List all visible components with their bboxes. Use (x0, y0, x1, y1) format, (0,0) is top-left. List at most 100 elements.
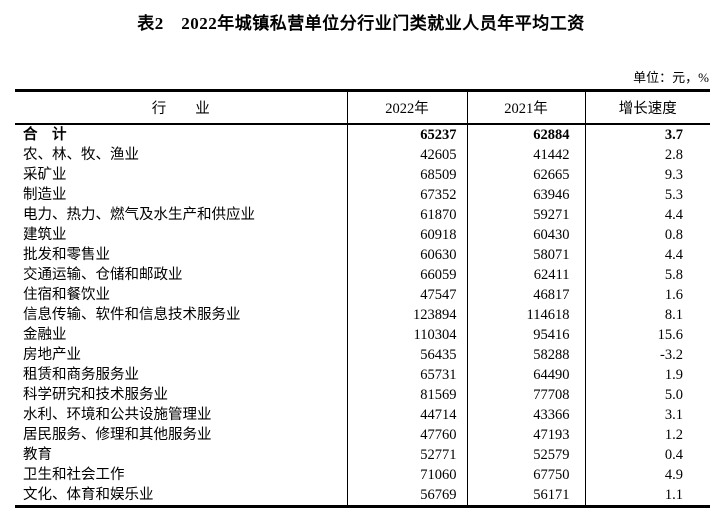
value-2021-cell: 77708 (467, 385, 586, 405)
value-2021-cell: 58071 (467, 245, 586, 265)
growth-cell: 5.8 (664, 267, 683, 283)
value-2022-cell: 66059 (347, 265, 468, 285)
value-2021-cell: 46817 (467, 285, 586, 305)
industry-cell: 建筑业 (15, 225, 348, 245)
table-row: 电力、热力、燃气及水生产和供应业 61870 59271 4.4 (15, 205, 710, 225)
industry-cell: 信息传输、软件和信息技术服务业 (15, 305, 348, 325)
growth-cell: -3.2 (660, 347, 683, 363)
value-2022-cell: 42605 (347, 145, 468, 165)
industry-cell: 文化、体育和娱乐业 (15, 485, 348, 507)
value-2021-cell: 58288 (467, 345, 586, 365)
value-2022-cell: 44714 (347, 405, 468, 425)
value-2022-cell: 110304 (347, 325, 468, 345)
growth-cell: 3.7 (664, 127, 683, 143)
table-row: 科学研究和技术服务业 81569 77708 5.0 (15, 385, 710, 405)
value-2022-cell: 65731 (347, 365, 468, 385)
table-row: 交通运输、仓储和邮政业 66059 62411 5.8 (15, 265, 710, 285)
value-2021-cell: 43366 (467, 405, 586, 425)
value-2022-cell: 65237 (347, 124, 468, 145)
table-row: 制造业 67352 63946 5.3 (15, 185, 710, 205)
table-row: 农、林、牧、渔业 42605 41442 2.8 (15, 145, 710, 165)
value-2022-cell: 68509 (347, 165, 468, 185)
growth-cell: 1.1 (664, 487, 683, 503)
industry-cell: 科学研究和技术服务业 (15, 385, 348, 405)
industry-cell: 农、林、牧、渔业 (15, 145, 348, 165)
growth-cell: 5.3 (664, 187, 683, 203)
growth-cell: 1.2 (664, 427, 683, 443)
value-2022-cell: 52771 (347, 445, 468, 465)
value-2022-cell: 60630 (347, 245, 468, 265)
table-row: 建筑业 60918 60430 0.8 (15, 225, 710, 245)
value-2022-cell: 56769 (347, 485, 468, 507)
growth-cell: 4.9 (664, 467, 683, 483)
growth-cell: 2.8 (664, 147, 683, 163)
growth-cell: 5.0 (664, 387, 683, 403)
industry-cell: 卫生和社会工作 (15, 465, 348, 485)
table-row: 水利、环境和公共设施管理业 44714 43366 3.1 (15, 405, 710, 425)
value-2021-cell: 60430 (467, 225, 586, 245)
industry-cell: 房地产业 (15, 345, 348, 365)
growth-cell: 3.1 (664, 407, 683, 423)
table-row: 文化、体育和娱乐业 56769 56171 1.1 (15, 485, 710, 507)
value-2021-cell: 56171 (467, 485, 586, 507)
growth-cell: 4.4 (664, 207, 683, 223)
value-2021-cell: 62411 (467, 265, 586, 285)
table-row: 租赁和商务服务业 65731 64490 1.9 (15, 365, 710, 385)
value-2021-cell: 62884 (467, 124, 586, 145)
industry-cell: 合 计 (15, 124, 348, 145)
value-2021-cell: 63946 (467, 185, 586, 205)
value-2022-cell: 60918 (347, 225, 468, 245)
value-2022-cell: 61870 (347, 205, 468, 225)
growth-cell: 1.9 (664, 367, 683, 383)
value-2021-cell: 47193 (467, 425, 586, 445)
value-2022-cell: 47760 (347, 425, 468, 445)
industry-cell: 制造业 (15, 185, 348, 205)
table-row: 采矿业 68509 62665 9.3 (15, 165, 710, 185)
value-2021-cell: 67750 (467, 465, 586, 485)
industry-cell: 居民服务、修理和其他服务业 (15, 425, 348, 445)
table-row: 卫生和社会工作 71060 67750 4.9 (15, 465, 710, 485)
wage-table: 行 业 2022年 2021年 增长速度 合 计 65237 62884 3.7… (15, 89, 710, 508)
header-row: 行 业 2022年 2021年 增长速度 (15, 90, 710, 125)
table-row: 信息传输、软件和信息技术服务业 123894 114618 8.1 (15, 305, 710, 325)
industry-cell: 水利、环境和公共设施管理业 (15, 405, 348, 425)
col-header-2022: 2022年 (347, 90, 468, 125)
col-header-industry: 行 业 (15, 90, 348, 125)
value-2021-cell: 64490 (467, 365, 586, 385)
table-row: 房地产业 56435 58288 -3.2 (15, 345, 710, 365)
table-row: 教育 52771 52579 0.4 (15, 445, 710, 465)
value-2022-cell: 123894 (347, 305, 468, 325)
growth-cell: 0.4 (664, 447, 683, 463)
value-2022-cell: 47547 (347, 285, 468, 305)
industry-cell: 电力、热力、燃气及水生产和供应业 (15, 205, 348, 225)
value-2022-cell: 56435 (347, 345, 468, 365)
growth-cell: 15.6 (657, 327, 683, 343)
table-row: 住宿和餐饮业 47547 46817 1.6 (15, 285, 710, 305)
col-header-growth: 增长速度 (585, 90, 710, 125)
table-title: 表2 2022年城镇私营单位分行业门类就业人员年平均工资 (137, 14, 585, 33)
industry-cell: 金融业 (15, 325, 348, 345)
growth-cell: 1.6 (664, 287, 683, 303)
industry-cell: 批发和零售业 (15, 245, 348, 265)
value-2022-cell: 71060 (347, 465, 468, 485)
growth-cell: 4.4 (664, 247, 683, 263)
value-2021-cell: 62665 (467, 165, 586, 185)
industry-cell: 租赁和商务服务业 (15, 365, 348, 385)
industry-cell: 教育 (15, 445, 348, 465)
industry-cell: 住宿和餐饮业 (15, 285, 348, 305)
value-2021-cell: 95416 (467, 325, 586, 345)
table-body: 合 计 65237 62884 3.7 农、林、牧、渔业 42605 41442… (15, 124, 710, 507)
table-row: 批发和零售业 60630 58071 4.4 (15, 245, 710, 265)
growth-cell: 8.1 (664, 307, 683, 323)
value-2022-cell: 67352 (347, 185, 468, 205)
value-2021-cell: 59271 (467, 205, 586, 225)
unit-note: 单位：元，% (633, 70, 709, 85)
table-row: 居民服务、修理和其他服务业 47760 47193 1.2 (15, 425, 710, 445)
growth-cell: 0.8 (664, 227, 683, 243)
value-2021-cell: 52579 (467, 445, 586, 465)
table-row: 金融业 110304 95416 15.6 (15, 325, 710, 345)
col-header-2021: 2021年 (467, 90, 586, 125)
value-2021-cell: 114618 (467, 305, 586, 325)
industry-cell: 采矿业 (15, 165, 348, 185)
